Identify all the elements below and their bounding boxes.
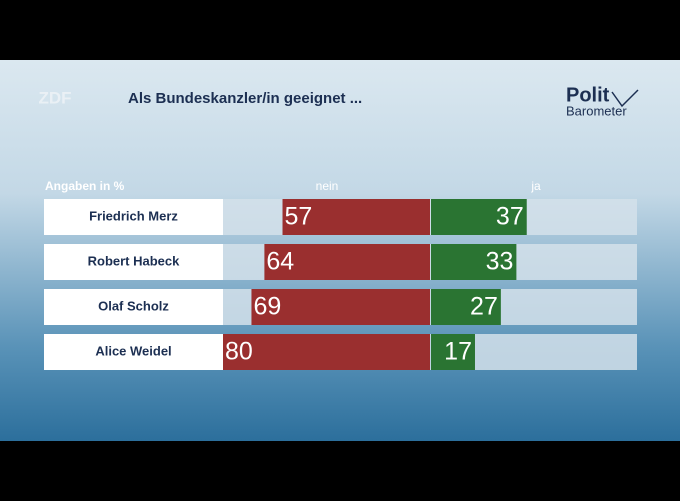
brand-check xyxy=(611,89,639,108)
bar xyxy=(264,244,430,280)
row-label-box xyxy=(44,289,223,325)
data-label: 69 xyxy=(253,293,281,321)
broadcaster-logo: ZDF xyxy=(38,88,71,107)
bar xyxy=(282,199,430,235)
category-label: Robert Habeck xyxy=(88,253,181,268)
brand-line2: Barometer xyxy=(566,103,627,118)
bar xyxy=(431,334,475,370)
data-label: 37 xyxy=(496,203,524,231)
brand-line1: Polit xyxy=(566,84,610,106)
bar xyxy=(431,199,527,235)
row-label-box xyxy=(44,334,223,370)
data-label: 33 xyxy=(486,248,514,276)
series-header: nein xyxy=(316,179,339,193)
chart-title: Als Bundeskanzler/in geeignet ... xyxy=(128,90,362,107)
category-label: Alice Weidel xyxy=(95,343,171,358)
bar xyxy=(431,244,517,280)
series-header: ja xyxy=(530,179,541,193)
data-label: 57 xyxy=(285,203,313,231)
data-label: 80 xyxy=(225,338,253,366)
row-label-box xyxy=(44,244,223,280)
category-label: Friedrich Merz xyxy=(89,208,178,223)
category-label: Olaf Scholz xyxy=(98,298,169,313)
bar xyxy=(431,289,501,325)
chart-subtitle: Angaben in % xyxy=(45,179,125,193)
data-label: 17 xyxy=(444,338,472,366)
row-label-box xyxy=(44,199,223,235)
bar xyxy=(251,289,430,325)
data-label: 64 xyxy=(266,248,294,276)
data-label: 27 xyxy=(470,293,498,321)
bar xyxy=(223,334,430,370)
